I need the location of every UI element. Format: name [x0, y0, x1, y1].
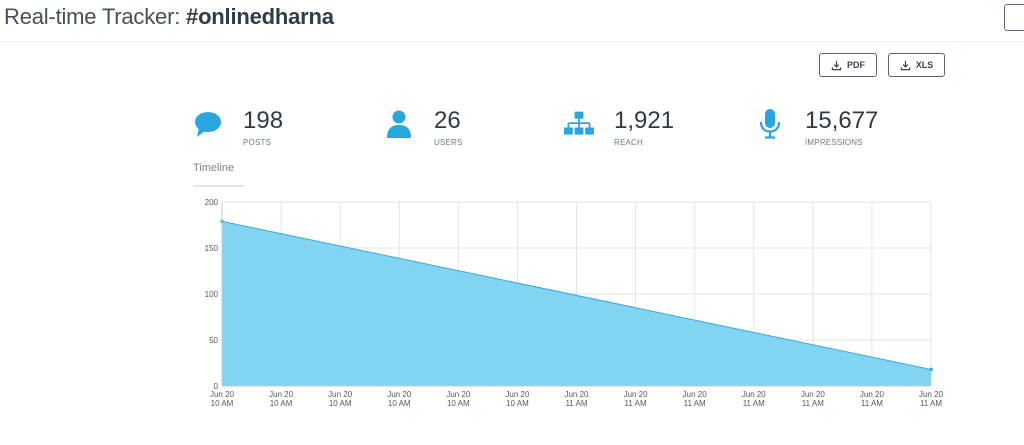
x-tick-time: 11 AM [684, 399, 706, 408]
microphone-icon [759, 109, 781, 139]
corner-button[interactable] [1004, 4, 1024, 31]
y-tick-label: 150 [205, 244, 219, 253]
speech-bubble-icon [195, 112, 221, 137]
x-tick-date: Jun 20 [683, 390, 708, 399]
x-tick-time: 10 AM [506, 399, 529, 408]
series-line [221, 220, 932, 370]
x-tick-date: Jun 20 [328, 390, 353, 399]
x-tick-time: 10 AM [211, 399, 234, 408]
hashtag-title: #onlinedharna [186, 4, 334, 29]
impressions-label: IMPRESSIONS [805, 138, 863, 147]
x-tick-time: 10 AM [329, 399, 352, 408]
header-bar: Real-time Tracker: #onlinedharna [0, 0, 1024, 42]
tab-timeline[interactable]: Timeline [193, 162, 244, 187]
x-tick-time: 11 AM [743, 399, 765, 408]
export-pdf-button[interactable]: PDF [819, 53, 877, 77]
x-tick-date: Jun 20 [801, 390, 826, 399]
x-tick-time: 11 AM [565, 399, 587, 408]
x-tick-time: 10 AM [388, 399, 411, 408]
data-point-end [929, 367, 933, 372]
x-tick-date: Jun 20 [505, 390, 530, 399]
x-tick-date: Jun 20 [210, 390, 235, 399]
x-tick-time: 11 AM [625, 399, 647, 408]
x-tick-date: Jun 20 [446, 390, 471, 399]
export-xls-button[interactable]: XLS [888, 53, 945, 77]
x-tick-date: Jun 20 [387, 390, 412, 399]
y-tick-label: 100 [205, 290, 219, 299]
x-tick-date: Jun 20 [269, 390, 294, 399]
x-tick-time: 10 AM [447, 399, 470, 408]
org-chart-icon [564, 111, 594, 135]
pdf-label: PDF [847, 60, 865, 70]
y-tick-label: 50 [209, 336, 218, 345]
y-tick-label: 200 [205, 198, 219, 207]
page-title: Real-time Tracker: #onlinedharna [4, 4, 334, 30]
title-prefix: Real-time Tracker: [4, 4, 187, 29]
user-icon [387, 110, 411, 138]
x-tick-time: 11 AM [920, 399, 942, 408]
x-tick-date: Jun 20 [860, 390, 885, 399]
x-tick-date: Jun 20 [919, 390, 944, 399]
posts-label: POSTS [243, 138, 272, 147]
x-tick-date: Jun 20 [742, 390, 767, 399]
download-icon [831, 60, 842, 70]
x-tick-date: Jun 20 [624, 390, 649, 399]
x-tick-time: 10 AM [270, 399, 293, 408]
x-tick-time: 11 AM [802, 399, 824, 408]
x-tick-date: Jun 20 [564, 390, 589, 399]
x-tick-time: 11 AM [861, 399, 883, 408]
users-value: 26 [434, 107, 461, 134]
y-tick-label: 0 [214, 382, 219, 391]
impressions-value: 15,677 [805, 107, 879, 134]
reach-label: REACH [614, 138, 644, 147]
area-series [222, 221, 931, 386]
xls-label: XLS [915, 60, 934, 70]
users-label: USERS [434, 138, 463, 147]
posts-value: 198 [243, 107, 284, 134]
reach-value: 1,921 [614, 107, 675, 134]
download-icon [900, 60, 910, 70]
